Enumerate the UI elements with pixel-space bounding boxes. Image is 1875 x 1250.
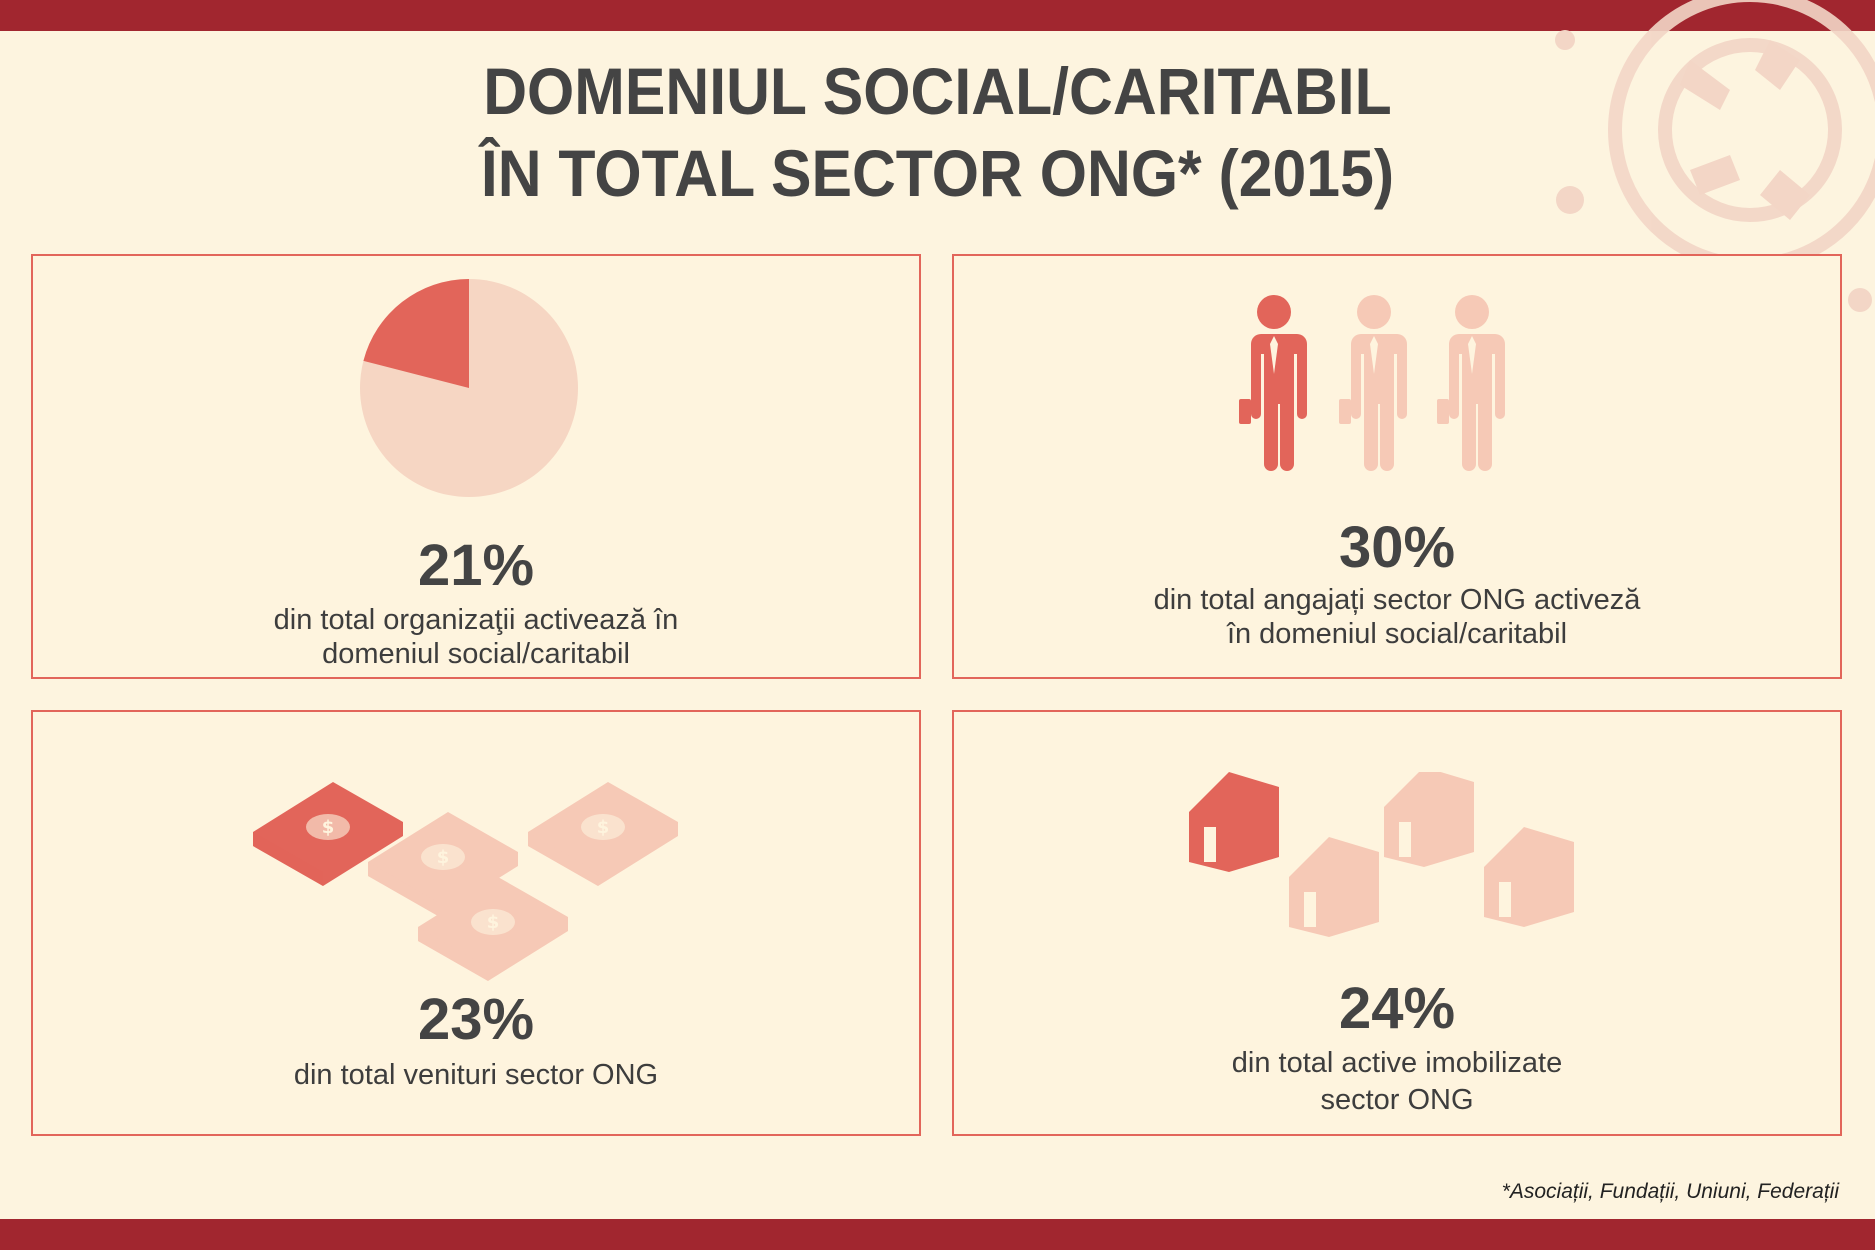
stat-description-line-2: în domeniul social/caritabil [1226,618,1568,650]
stat-description-line-2: sector ONG [1320,1084,1474,1116]
decorative-logo-pattern [1555,0,1875,332]
top-band [0,0,1875,31]
businessman-icon [1339,295,1407,471]
house-icon-group [1189,772,1574,937]
stat-percent: 30% [1338,515,1456,580]
house-icon [1484,827,1574,927]
house-icon [1189,772,1279,872]
house-icon [1384,772,1474,867]
stat-percent: 23% [417,987,535,1052]
stat-description-line-1: din total organizaţii activează în [273,604,679,636]
pie-slice-highlight [363,279,469,388]
stat-card-employees: 30% din total angajați sector ONG active… [952,254,1842,679]
page-title: DOMENIUL SOCIAL/CARITABIL ÎN TOTAL SECTO… [75,50,1800,214]
title-line-2: ÎN TOTAL SECTOR ONG* (2015) [480,136,1395,210]
money-stack-icon [528,782,678,886]
stat-description-line-1: din total angajați sector ONG activeză [1153,584,1641,616]
businessman-icon-group [1239,295,1505,471]
stat-card-fixed-assets: 24% din total active imobilizate sector … [952,710,1842,1136]
stat-card-revenues: $ 23% din total venituri sector ONG [31,710,921,1136]
stat-description-line-2: domeniul social/caritabil [322,638,630,670]
stat-percent: 21% [417,533,535,598]
businessman-icon [1239,295,1307,471]
money-stack-icon-group: $ [253,782,678,981]
stat-description-line-1: din total active imobilizate [1231,1047,1563,1079]
house-icon [1289,837,1379,937]
pie-chart-icon [360,279,578,497]
stat-percent: 24% [1338,976,1456,1041]
businessman-icon [1437,295,1505,471]
footnote: *Asociații, Fundații, Uniuni, Federații [1501,1180,1839,1203]
stat-card-organizations: 21% din total organizaţii activează în d… [31,254,921,679]
title-line-1: DOMENIUL SOCIAL/CARITABIL [483,54,1392,128]
stat-description-line-1: din total venituri sector ONG [293,1059,659,1091]
bottom-band [0,1219,1875,1250]
